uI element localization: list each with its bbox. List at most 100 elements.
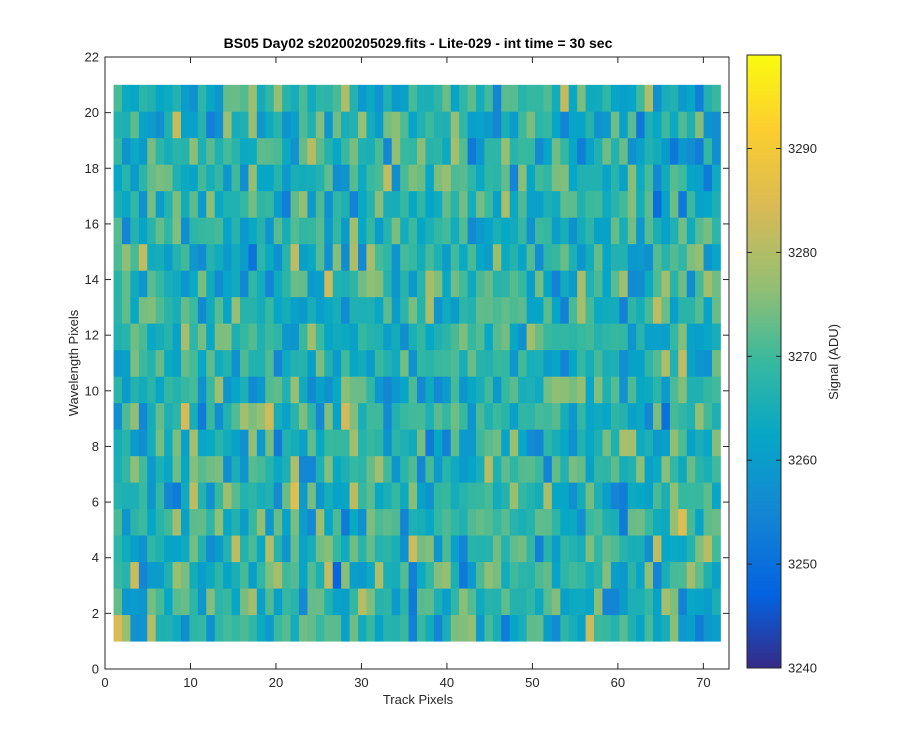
heatmap-cell [223,164,232,192]
heatmap-cell [509,429,519,457]
heatmap-cell [324,137,334,165]
heatmap-cell [180,323,190,351]
heatmap-cell [433,535,443,563]
heatmap-cell [273,402,283,430]
heatmap-cell [248,455,258,483]
heatmap-cell [577,376,586,404]
heatmap-cell [180,270,190,298]
heatmap-cell [180,217,190,245]
heatmap-cell [391,164,401,192]
heatmap-cell [669,561,679,589]
heatmap-cell [189,482,199,510]
heatmap-cell [459,535,468,563]
heatmap-cell [113,588,123,616]
heatmap-cell [164,402,173,430]
heatmap-cell [231,164,241,192]
heatmap-cell [543,614,553,642]
heatmap-cell [332,270,342,298]
heatmap-cell [307,482,317,510]
heatmap-cell [298,429,308,457]
heatmap-cell [568,429,578,457]
heatmap-cell [492,614,502,642]
heatmap-cell [712,84,721,112]
heatmap-cell [155,376,165,404]
heatmap-cell [248,376,258,404]
heatmap-cell [602,217,612,245]
heatmap-cell [636,349,645,377]
heatmap-cell [130,349,140,377]
heatmap-cell [476,455,485,483]
heatmap-cell [307,376,317,404]
heatmap-cell [197,137,207,165]
heatmap-cell [391,243,401,271]
heatmap-cell [476,217,485,245]
heatmap-cell [610,561,620,589]
heatmap-cell [130,508,140,536]
heatmap-cell [282,455,291,483]
heatmap-cell [585,402,595,430]
heatmap-cell [358,455,367,483]
heatmap-cell [551,561,561,589]
heatmap-cell [121,349,131,377]
heatmap-cell [366,190,376,218]
heatmap-cell [214,455,224,483]
heatmap-cell [197,455,207,483]
heatmap-cell [307,561,317,589]
heatmap-cell [686,402,696,430]
heatmap-cell [661,84,671,112]
heatmap-cell [273,429,283,457]
heatmap-cell [535,111,544,139]
heatmap-cell [501,111,511,139]
heatmap-cell [653,323,662,351]
heatmap-cell [526,323,536,351]
heatmap-cell [307,296,317,324]
heatmap-cell [712,535,721,563]
heatmap-cell [273,111,283,139]
heatmap-cell [374,84,384,112]
heatmap-cell [509,323,519,351]
heatmap-cell [223,323,232,351]
heatmap-cell [492,323,502,351]
heatmap-cell [602,84,612,112]
heatmap-cell [568,137,578,165]
heatmap-cell [155,323,165,351]
heatmap-cell [518,243,527,271]
heatmap-cell [155,561,165,589]
heatmap-cell [206,429,216,457]
heatmap-cell [391,402,401,430]
heatmap-cell [282,561,291,589]
heatmap-cell [349,614,359,642]
heatmap-cell [467,323,477,351]
heatmap-cell [653,349,662,377]
heatmap-cell [391,614,401,642]
heatmap-cell [442,376,452,404]
heatmap-cell [256,402,266,430]
heatmap-cell [526,217,536,245]
y-tick-label: 14 [85,272,99,287]
heatmap-cell [442,270,452,298]
heatmap-cell [425,349,435,377]
heatmap-cell [231,84,241,112]
heatmap-cell [669,588,679,616]
heatmap-cell [627,111,637,139]
heatmap-cell [568,402,578,430]
heatmap-cell [282,243,291,271]
heatmap-cell [636,402,645,430]
heatmap-cell [366,376,376,404]
heatmap-cell [526,614,536,642]
heatmap-cell [669,482,679,510]
heatmap-cell [425,402,435,430]
heatmap-cell [147,190,157,218]
heatmap-cell [585,164,595,192]
heatmap-cell [467,164,477,192]
heatmap-cell [543,111,553,139]
heatmap-cell [155,164,165,192]
heatmap-cell [644,323,654,351]
colorbar-tick-label: 3250 [788,557,817,572]
heatmap-cell [180,296,190,324]
heatmap-cell [214,376,224,404]
heatmap-cell [155,190,165,218]
heatmap-cell [231,376,241,404]
heatmap-cell [636,323,645,351]
heatmap-cell [433,111,443,139]
